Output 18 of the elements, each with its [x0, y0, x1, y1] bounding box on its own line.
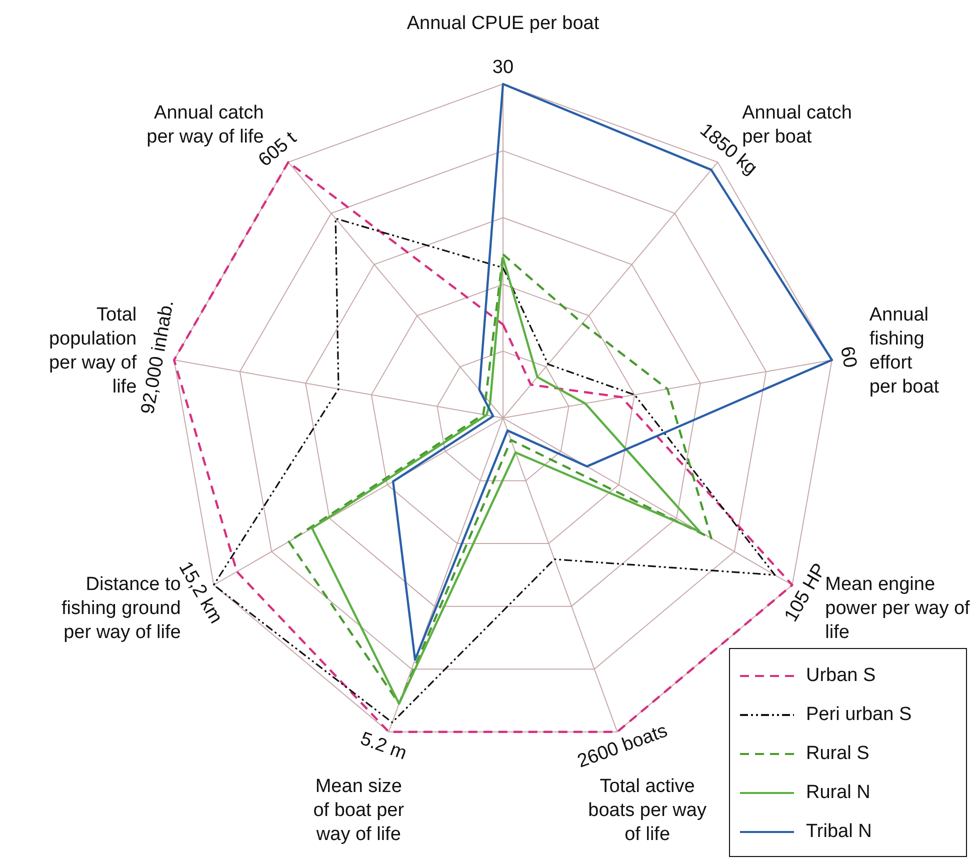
spoke-label: Annual fishing effort per boat — [869, 304, 940, 398]
spoke-label: Annual CPUE per boat — [406, 13, 600, 34]
text: 92,000 inhab. — [138, 298, 178, 416]
legend-label: Rural S — [806, 742, 870, 764]
legend-label: Peri urban S — [806, 704, 912, 726]
spoke-label: Distance to fishing ground per way of life — [61, 574, 181, 644]
text: 60 — [836, 344, 860, 370]
legend-label: Rural N — [806, 782, 870, 804]
spoke-label: Mean size of boat per way of life — [313, 776, 405, 845]
spoke-label: Total active boats per way of life — [588, 776, 707, 845]
legend-label: Urban S — [806, 664, 876, 686]
spoke-label: Annual catch per boat — [742, 102, 852, 148]
text: 30 — [492, 57, 514, 78]
text: 5.2 m — [358, 728, 410, 764]
spoke-label: Total population per way of life — [48, 304, 138, 398]
spoke-label: Mean engine power per way of life — [825, 574, 971, 644]
text: 2600 boats — [574, 720, 670, 772]
legend-label: Tribal N — [806, 820, 872, 842]
